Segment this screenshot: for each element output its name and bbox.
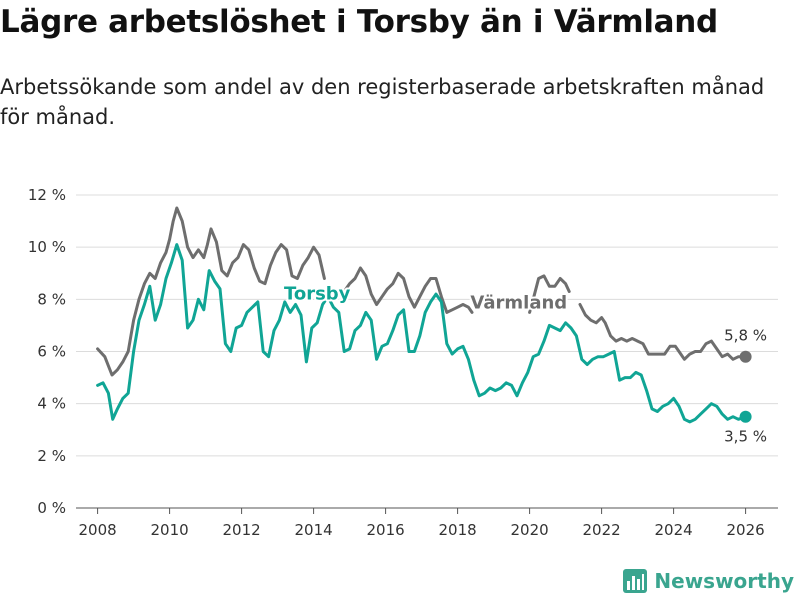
newsworthy-logo-text: Newsworthy [654, 569, 794, 593]
y-tick-label: 0 % [37, 499, 66, 517]
x-tick-label: 2014 [295, 521, 333, 539]
x-tick-label: 2022 [583, 521, 621, 539]
y-tick-label: 2 % [37, 447, 66, 465]
x-tick-label: 2016 [367, 521, 405, 539]
grid-lines [76, 194, 778, 509]
end-value-torsby: 3,5 % [724, 428, 767, 446]
series-label-varmland: Värmland [470, 292, 567, 313]
end-value-varmland: 5,8 % [724, 327, 767, 345]
x-tick-label: 2012 [223, 521, 261, 539]
series-line-varmland [96, 206, 326, 377]
x-tick-label: 2020 [511, 521, 549, 539]
series-labels: Torsby Värmland 5,8 % 3,5 % [282, 281, 769, 447]
end-marker-torsby [739, 410, 752, 423]
series-lines [96, 206, 752, 424]
series-line-varmland [528, 274, 571, 314]
series-line-torsby [96, 243, 748, 424]
newsworthy-logo: Newsworthy [622, 568, 794, 594]
y-tick-label: 12 % [28, 186, 66, 204]
page-title: Lägre arbetslöshet i Torsby än i Värmlan… [0, 4, 718, 40]
y-tick-label: 10 % [28, 238, 66, 256]
x-tick-label: 2024 [655, 521, 693, 539]
x-tick-label: 2008 [79, 521, 117, 539]
y-tick-labels: 0 % 2 % 4 % 6 % 8 % 10 % 12 % [28, 186, 66, 517]
y-tick-label: 4 % [37, 395, 66, 413]
end-marker-varmland [739, 350, 752, 363]
series-line-varmland [578, 303, 748, 361]
x-tick-label: 2018 [439, 521, 477, 539]
x-tick-label: 2026 [727, 521, 765, 539]
page-subtitle: Arbetssökande som andel av den registerb… [0, 75, 765, 129]
series-label-torsby: Torsby [284, 283, 351, 304]
newsworthy-logo-icon [623, 569, 648, 593]
y-tick-label: 8 % [37, 290, 66, 308]
x-tick-labels: 2008 2010 2012 2014 2016 2018 2020 2022 2024 2026 [79, 508, 765, 539]
x-tick-label: 2010 [151, 521, 189, 539]
y-tick-label: 6 % [37, 343, 66, 361]
series-line-varmland [344, 266, 474, 314]
